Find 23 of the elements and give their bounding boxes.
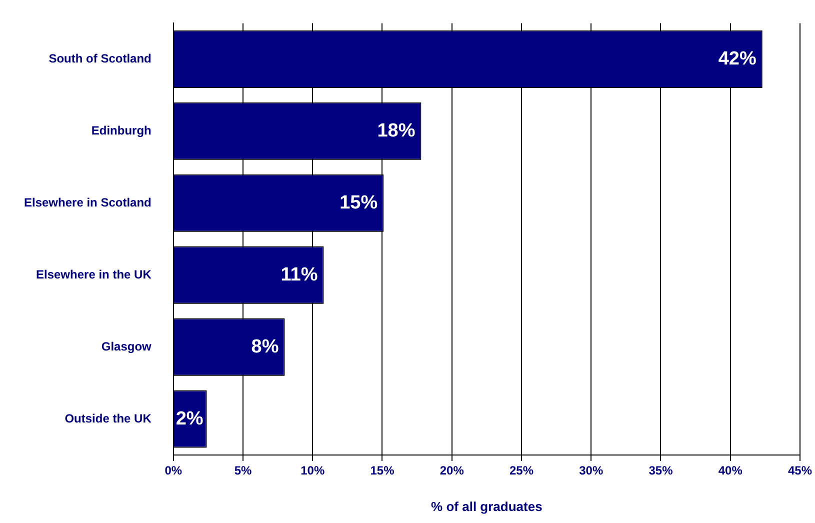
data-label: 2% (176, 408, 204, 430)
x-tick-label: 40% (718, 464, 743, 478)
y-tick-label: South of Scotland (48, 51, 152, 66)
x-axis-title: % of all graduates (431, 498, 542, 514)
data-label: 15% (340, 192, 378, 214)
data-label: 11% (280, 264, 318, 286)
x-tick-label: 0% (164, 464, 182, 478)
x-tick-label: 15% (370, 464, 395, 478)
x-tick-label: 20% (440, 464, 464, 478)
data-label: 8% (251, 336, 279, 358)
x-tick-label: 25% (509, 464, 534, 478)
x-tick-label: 45% (788, 464, 812, 478)
data-label: 18% (377, 120, 416, 142)
x-tick-label: 30% (579, 464, 604, 478)
x-tick-label: 35% (648, 464, 674, 478)
x-tick-label: 10% (300, 464, 325, 478)
x-tick-label: 5% (234, 464, 252, 478)
y-tick-label: Outside the UK (64, 411, 152, 426)
data-label: 42% (718, 48, 756, 70)
y-tick-label: Edinburgh (91, 123, 152, 138)
y-tick-label: Elsewhere in the UK (36, 267, 152, 282)
y-tick-label: Glasgow (101, 339, 152, 354)
y-tick-label: Elsewhere in Scotland (24, 195, 152, 210)
